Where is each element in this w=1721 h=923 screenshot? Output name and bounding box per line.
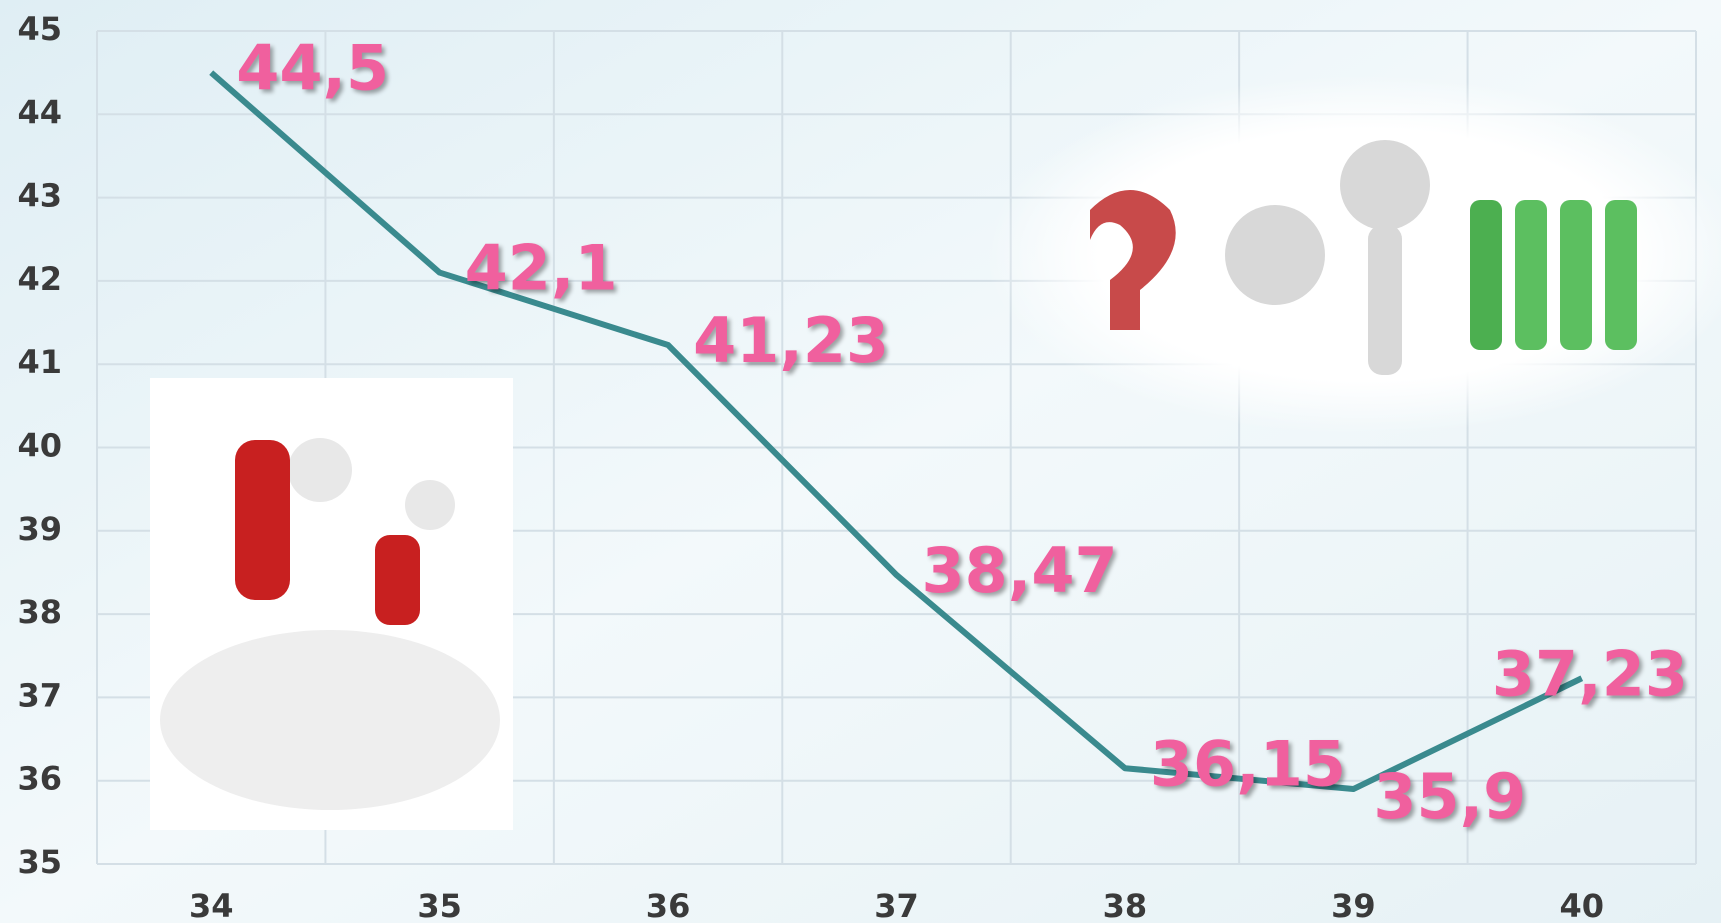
- value-label: 35,9: [1373, 760, 1526, 833]
- value-label: 41,23: [693, 304, 889, 377]
- y-tick-label: 43: [17, 177, 62, 215]
- x-tick-label: 36: [646, 887, 691, 923]
- chart: 35 36 37 38 39 40 41 42 43 44 45 34 35 36 37 38 39 40 44,…: [0, 0, 1721, 923]
- y-tick-label: 42: [17, 260, 62, 298]
- value-label: 44,5: [236, 32, 389, 105]
- x-tick-label: 34: [189, 887, 234, 923]
- x-tick-label: 37: [874, 887, 919, 923]
- x-tick-label: 38: [1103, 887, 1148, 923]
- value-label: 42,1: [465, 232, 618, 305]
- y-tick-label: 41: [17, 343, 62, 381]
- value-label: 38,47: [922, 534, 1118, 607]
- illustration-left: [150, 378, 513, 830]
- x-tick-label: 40: [1560, 887, 1605, 923]
- illustration-right: [985, 75, 1721, 435]
- y-tick-label: 39: [17, 510, 62, 548]
- y-tick-label: 45: [17, 10, 62, 48]
- y-tick-label: 36: [17, 760, 62, 798]
- value-label: 37,23: [1492, 637, 1688, 710]
- y-tick-label: 38: [17, 593, 62, 631]
- y-tick-label: 44: [17, 93, 62, 131]
- x-tick-label: 35: [417, 887, 462, 923]
- y-tick-label: 37: [17, 676, 62, 714]
- x-tick-label: 39: [1331, 887, 1376, 923]
- y-tick-label: 35: [17, 843, 62, 881]
- value-label: 36,15: [1150, 727, 1346, 800]
- y-tick-label: 40: [17, 427, 62, 465]
